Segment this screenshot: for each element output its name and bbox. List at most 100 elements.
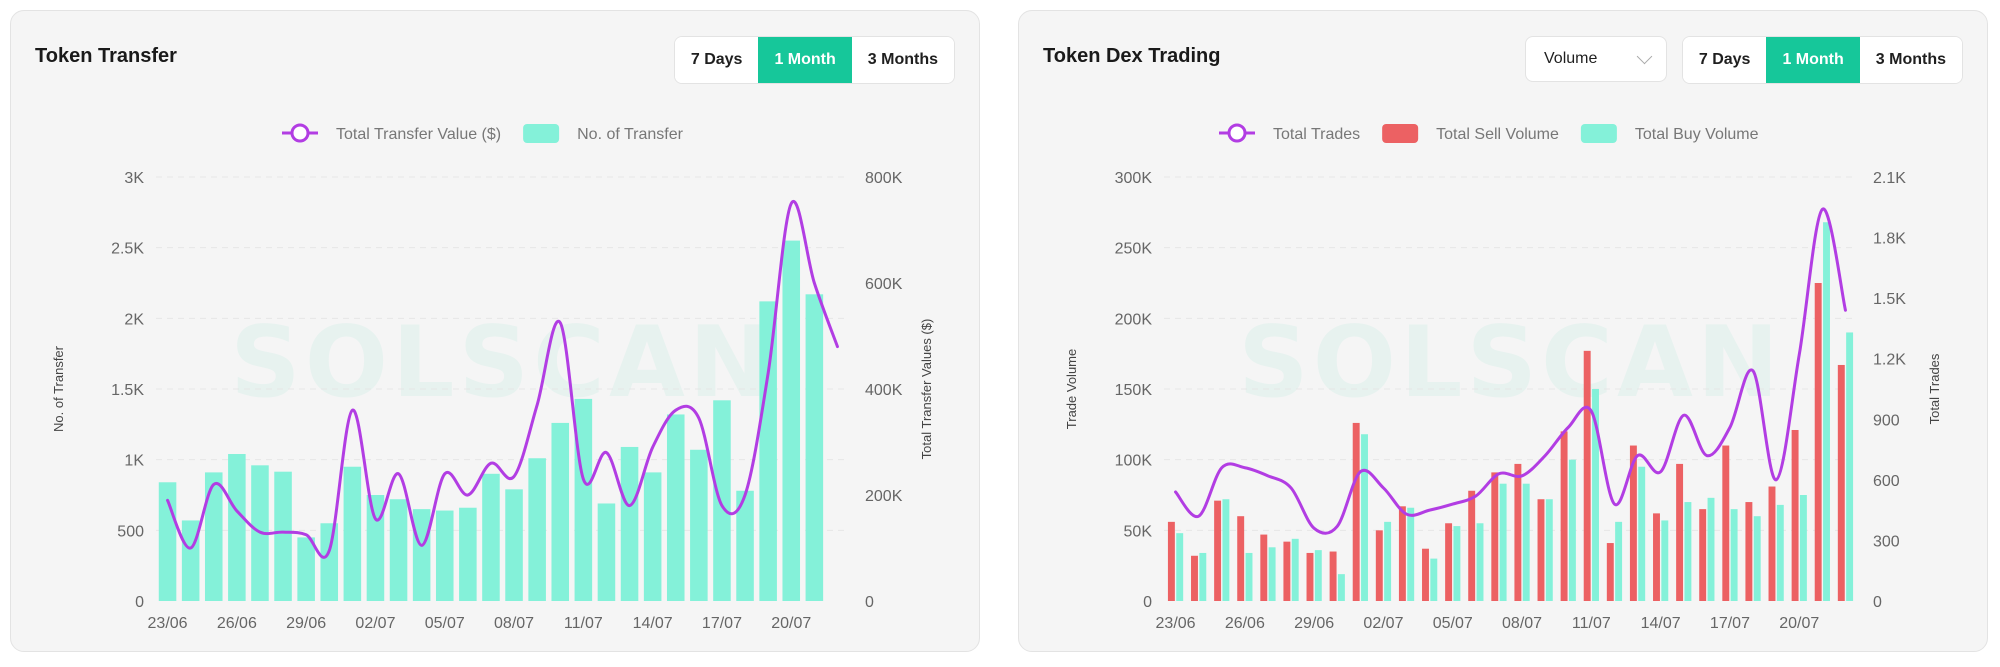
legend-label: Total Trades: [1273, 126, 1360, 143]
bar-buy-volume: [1291, 538, 1299, 601]
y2-axis-tick-label: 1.2K: [1873, 352, 1906, 369]
x-axis-tick-label: 26/06: [217, 615, 257, 632]
x-axis-tick-label: 20/07: [771, 615, 811, 632]
bar-sell-volume: [1722, 445, 1730, 601]
bar-buy-volume: [1823, 222, 1830, 601]
legend-label: Total Sell Volume: [1436, 126, 1559, 143]
y-axis-tick-label: 3K: [124, 170, 144, 187]
bar-buy-volume: [1453, 526, 1461, 601]
bar-sell-volume: [1583, 350, 1591, 601]
line-total-trades: [1174, 207, 1847, 535]
y2-axis-tick-label: 800K: [865, 170, 903, 187]
x-axis-tick-label: 23/06: [148, 615, 188, 632]
bar-buy-volume: [1476, 523, 1484, 601]
bar-transfer-count: [620, 446, 639, 601]
card-title: Token Dex Trading: [1043, 45, 1221, 67]
bar-transfer-count: [274, 471, 292, 601]
range-3-months-button[interactable]: 3 Months: [851, 37, 954, 83]
bar-sell-volume: [1306, 552, 1314, 601]
bar-transfer-count: [435, 510, 454, 601]
bar-transfer-count: [736, 490, 754, 601]
bar-buy-volume: [1568, 459, 1576, 601]
legend-item: Total Sell Volume: [1382, 124, 1559, 143]
x-axis-tick-label: 11/07: [564, 615, 603, 632]
bar-sell-volume: [1283, 541, 1291, 601]
y2-axis-tick-label: 0: [1873, 594, 1882, 611]
bar-sell-volume: [1791, 429, 1799, 601]
bar-transfer-count: [551, 422, 570, 601]
legend-bar-swatch: [523, 124, 560, 143]
x-axis-tick-label: 14/07: [633, 615, 673, 632]
metric-select[interactable]: Volume: [1525, 36, 1667, 82]
bar-buy-volume: [1661, 520, 1669, 601]
bar-buy-volume: [1407, 507, 1415, 601]
y2-axis-tick-label: 300: [1873, 533, 1900, 550]
y-axis-tick-label: 0: [1143, 594, 1152, 611]
bar-sell-volume: [1167, 521, 1175, 601]
x-axis-tick-label: 17/07: [1710, 615, 1750, 632]
legend-bar-swatch: [1580, 124, 1617, 143]
chevron-down-icon: [1636, 48, 1653, 64]
range-1-month-button[interactable]: 1 Month: [758, 37, 852, 83]
line-transfer-value: [166, 199, 839, 559]
y-axis-tick-label: 300K: [1115, 170, 1153, 187]
range-7-days-button[interactable]: 7 Days: [674, 37, 759, 83]
y-axis-tick-label: 200K: [1115, 311, 1153, 328]
legend-marker-swatch: [1227, 123, 1247, 143]
bar-transfer-count: [343, 466, 362, 601]
legend-label: No. of Transfer: [577, 126, 683, 143]
legend-bar-swatch: [1382, 124, 1419, 143]
y2-axis-title: Total Transfer Values ($): [919, 319, 934, 460]
bar-sell-volume: [1653, 513, 1660, 601]
range-7-days-button[interactable]: 7 Days: [1682, 37, 1767, 83]
bar-sell-volume: [1514, 463, 1522, 601]
card-title: Token Transfer: [35, 45, 177, 67]
y2-axis-tick-label: 2.1K: [1873, 170, 1906, 187]
bar-transfer-count: [805, 294, 824, 601]
y-axis-title: Trade Volume: [1064, 349, 1079, 429]
range-selector: 7 Days 1 Month 3 Months: [673, 36, 955, 84]
bar-buy-volume: [1222, 499, 1230, 601]
metric-select-value: Volume: [1544, 50, 1598, 67]
bar-transfer-count: [713, 400, 731, 601]
x-axis-tick-label: 26/06: [1225, 615, 1265, 632]
bar-buy-volume: [1268, 547, 1276, 601]
range-1-month-button[interactable]: 1 Month: [1766, 37, 1860, 83]
x-axis-tick-label: 23/06: [1156, 615, 1196, 632]
bar-transfer-count: [389, 499, 408, 601]
bar-transfer-count: [366, 495, 385, 601]
bar-sell-volume: [1329, 551, 1337, 601]
legend-label: Total Buy Volume: [1635, 126, 1759, 143]
token-dex-trading-chart: SOLSCAN 0 50K 100K 150K 200K 250K 300K 0 300 600 90…: [1064, 123, 1942, 632]
y2-axis-tick-label: 600: [1873, 473, 1900, 490]
token-transfer-chart: SOLSCAN 0 500 1K 1.5K 2K 2.5K 3K 0 200K 400K 600K 80…: [51, 123, 934, 632]
bar-sell-volume: [1352, 422, 1360, 601]
y-axis-tick-label: 0: [135, 594, 144, 611]
bar-buy-volume: [1499, 483, 1507, 601]
bar-sell-volume: [1768, 486, 1776, 601]
x-axis-tick-label: 29/06: [1294, 615, 1334, 632]
y-axis-tick-label: 50K: [1124, 523, 1153, 540]
legend-label: Total Transfer Value ($): [336, 126, 501, 143]
bar-buy-volume: [1245, 552, 1253, 601]
bar-buy-volume: [1176, 533, 1184, 601]
bar-buy-volume: [1384, 521, 1392, 601]
bar-sell-volume: [1191, 555, 1198, 601]
y2-axis-tick-label: 900: [1873, 412, 1900, 429]
bar-buy-volume: [1337, 574, 1345, 601]
x-axis-tick-label: 20/07: [1779, 615, 1819, 632]
bar-sell-volume: [1468, 490, 1476, 601]
bar-transfer-count: [459, 507, 477, 601]
x-axis-tick-label: 02/07: [1363, 615, 1403, 632]
legend-marker-swatch: [290, 123, 310, 143]
bar-buy-volume: [1430, 558, 1438, 601]
range-3-months-button[interactable]: 3 Months: [1859, 37, 1962, 83]
watermark-logo: SOLSCAN: [1238, 306, 1783, 420]
token-dex-trading-card: SOLSCAN 0 50K 100K 150K 200K 250K 300K 0 300 600 90…: [1018, 10, 1988, 652]
bar-buy-volume: [1753, 516, 1761, 601]
bar-buy-volume: [1199, 552, 1207, 601]
y2-axis-tick-label: 0: [865, 594, 874, 611]
legend-item: Total Transfer Value ($): [282, 123, 501, 143]
bar-transfer-count: [666, 414, 685, 601]
x-axis-tick-label: 08/07: [494, 615, 534, 632]
